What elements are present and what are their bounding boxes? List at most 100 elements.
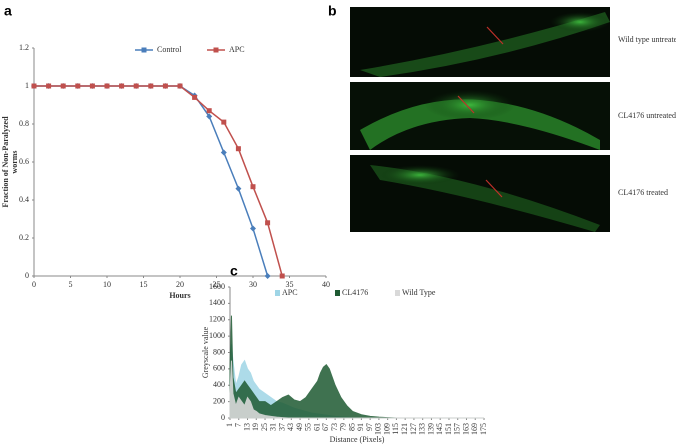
image-caption: CL4176 untreated	[618, 111, 676, 120]
marker	[264, 273, 271, 279]
x-tick-label: 133	[418, 423, 427, 435]
x-tick-label: 145	[435, 423, 444, 435]
x-tick-label: 103	[374, 423, 383, 435]
x-tick-label: 7	[234, 423, 243, 427]
line	[34, 85, 283, 277]
legend-marker	[141, 47, 147, 53]
marker	[104, 83, 110, 89]
legend-marker	[213, 47, 219, 53]
x-tick-label: 85	[347, 423, 356, 431]
x-tick-label: 10	[103, 280, 111, 289]
legend-label: CL4176	[342, 288, 368, 297]
x-tick-label: 109	[382, 423, 391, 435]
y-tick-label: 800	[213, 347, 225, 356]
x-tick-label: 175	[479, 423, 488, 435]
image-caption: Wild type untreated	[618, 35, 676, 44]
x-tick-label: 13	[242, 423, 251, 431]
marker	[162, 83, 168, 89]
x-tick-label: 61	[312, 423, 321, 431]
x-tick-label: 31	[269, 423, 278, 431]
marker	[89, 83, 95, 89]
x-tick-label: 19	[251, 423, 260, 431]
x-tick-label: 67	[321, 423, 330, 431]
x-tick-label: 169	[470, 423, 479, 435]
x-tick-label: 0	[32, 280, 36, 289]
glow	[380, 165, 460, 185]
y-tick-label: 0.6	[19, 157, 29, 166]
legend-label: Control	[157, 45, 182, 54]
marker	[133, 83, 139, 89]
x-tick-label: 30	[249, 280, 257, 289]
y-axis-label: worms	[10, 150, 19, 173]
marker	[192, 94, 198, 100]
marker	[46, 83, 52, 89]
y-tick-label: 600	[213, 364, 225, 373]
y-tick-label: 200	[213, 396, 225, 405]
y-axis-label: Fraction of Non-Paralyzed	[1, 116, 10, 208]
x-tick-label: 25	[260, 423, 269, 431]
y-axis-label: Greyscale value	[201, 326, 210, 378]
glow	[425, 90, 515, 120]
y-tick-label: 1000	[209, 331, 225, 340]
x-axis-label: Hours	[169, 291, 190, 300]
x-tick-label: 139	[426, 423, 435, 435]
image-caption: CL4176 treated	[618, 188, 668, 197]
marker	[206, 113, 213, 120]
panel-label: a	[4, 3, 12, 19]
x-tick-label: 49	[295, 423, 304, 431]
line	[34, 85, 269, 277]
marker	[119, 83, 125, 89]
marker	[60, 83, 66, 89]
panel-label: c	[230, 263, 238, 279]
x-tick-label: 5	[69, 280, 73, 289]
y-tick-label: 1200	[209, 315, 225, 324]
x-tick-label: 115	[391, 423, 400, 435]
legend-label: APC	[229, 45, 245, 54]
arrow	[457, 95, 475, 114]
x-tick-label: 25	[213, 280, 221, 289]
marker	[235, 185, 242, 192]
x-tick-label: 79	[339, 423, 348, 431]
y-tick-label: 0.4	[19, 195, 29, 204]
marker	[75, 83, 81, 89]
marker	[265, 220, 271, 226]
marker	[31, 83, 37, 89]
legend-swatch	[275, 290, 280, 296]
marker	[235, 146, 241, 152]
x-tick-label: 35	[286, 280, 294, 289]
x-tick-label: 121	[400, 423, 409, 435]
x-tick-label: 157	[453, 423, 462, 435]
y-tick-label: 0	[221, 413, 225, 422]
y-tick-label: 0.8	[19, 119, 29, 128]
x-tick-label: 43	[286, 423, 295, 431]
marker	[220, 149, 227, 156]
x-tick-label: 15	[140, 280, 148, 289]
y-tick-label: 1400	[209, 298, 225, 307]
x-tick-label: 97	[365, 423, 374, 431]
x-axis-label: Distance (Pixels)	[330, 435, 385, 444]
panel-label: b	[328, 3, 337, 19]
x-tick-label: 91	[356, 423, 365, 431]
arrow	[485, 179, 503, 198]
legend-label: APC	[282, 288, 298, 297]
marker	[177, 83, 183, 89]
x-tick-label: 127	[409, 423, 418, 435]
marker	[206, 108, 212, 114]
glow	[550, 12, 610, 32]
x-tick-label: 20	[176, 280, 184, 289]
marker	[250, 184, 256, 190]
x-tick-label: 37	[277, 423, 286, 431]
x-tick-label: 40	[322, 280, 330, 289]
y-tick-label: 1	[25, 81, 29, 90]
x-tick-label: 55	[304, 423, 313, 431]
x-tick-label: 73	[330, 423, 339, 431]
y-tick-label: 0.2	[19, 233, 29, 242]
x-tick-label: 151	[444, 423, 453, 435]
legend-swatch	[395, 290, 400, 296]
y-tick-label: 400	[213, 380, 225, 389]
marker	[279, 273, 285, 279]
legend-swatch	[335, 290, 340, 296]
y-tick-label: 1.2	[19, 43, 29, 52]
x-tick-label: 163	[461, 423, 470, 435]
